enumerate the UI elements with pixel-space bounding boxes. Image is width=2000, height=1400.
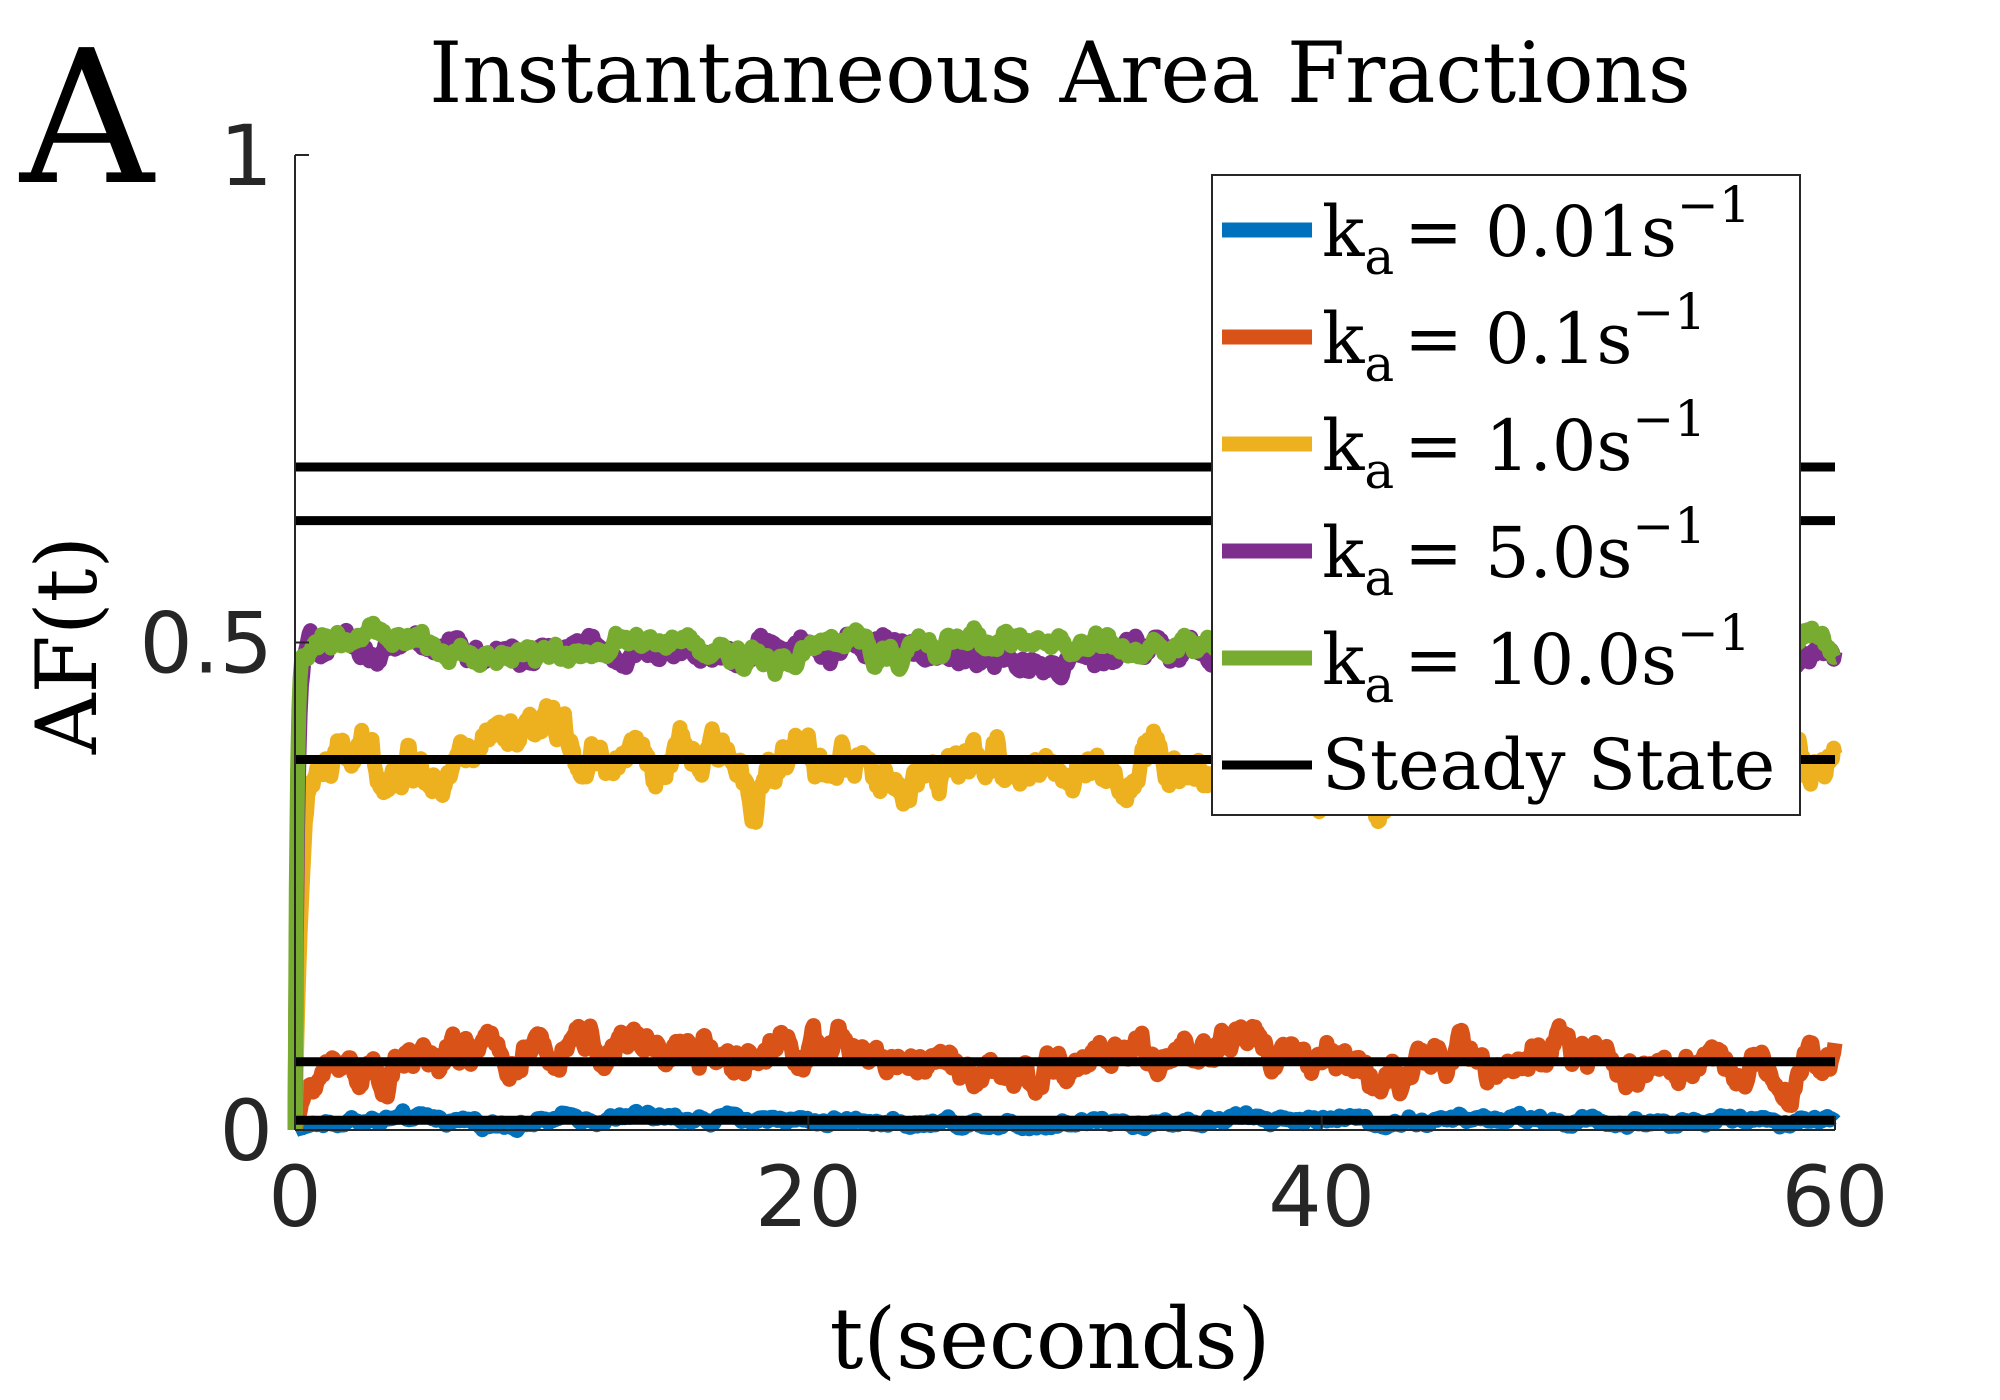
legend-label-1: ka = 0.1s−1 [1322, 283, 1706, 393]
y-tick-label-0: 0 [220, 1082, 273, 1180]
y-axis-label: AF(t) [18, 536, 116, 755]
legend-label-4: ka = 10.0s−1 [1322, 604, 1751, 714]
x-tick-label-2: 40 [1268, 1148, 1375, 1246]
y-tick-label-2: 1 [220, 107, 273, 205]
x-axis-label: t(seconds) [830, 1290, 1271, 1388]
legend-box [1211, 174, 1801, 816]
legend: ka = 0.01s−1ka = 0.1s−1ka = 1.0s−1ka = 5.0s−… [1211, 174, 1801, 816]
axes: 0 20 40 60 0 0.5 1 [139, 107, 1888, 1246]
legend-label-3: ka = 5.0s−1 [1322, 497, 1706, 607]
legend-label-2: ka = 1.0s−1 [1322, 390, 1706, 500]
chart-title: Instantaneous Area Fractions [429, 24, 1691, 122]
x-tick-label-1: 20 [755, 1148, 862, 1246]
y-tick-label-1: 0.5 [139, 595, 273, 693]
panel-label: A [18, 10, 156, 226]
x-tick-label-3: 60 [1782, 1148, 1889, 1246]
legend-label-steady-state: Steady State [1322, 724, 1775, 806]
x-tick-label-0: 0 [268, 1148, 321, 1246]
legend-label-0: ka = 0.01s−1 [1322, 176, 1751, 286]
